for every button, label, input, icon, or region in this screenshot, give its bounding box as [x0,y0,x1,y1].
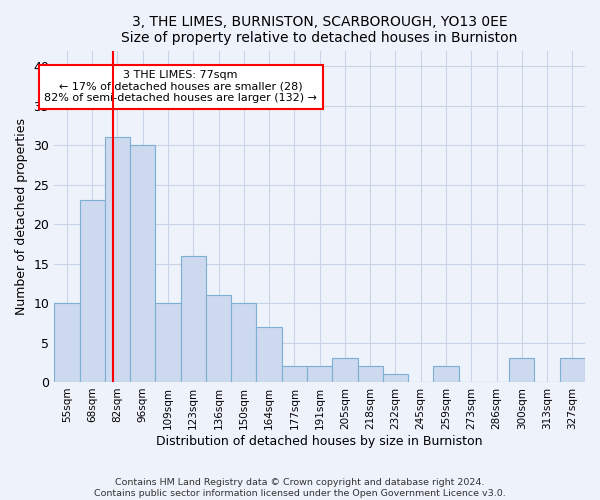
Bar [282,366,307,382]
Bar [560,358,585,382]
Bar [509,358,535,382]
Bar [433,366,458,382]
Bar [206,295,231,382]
Bar [105,138,130,382]
Bar [307,366,332,382]
Text: Contains HM Land Registry data © Crown copyright and database right 2024.
Contai: Contains HM Land Registry data © Crown c… [94,478,506,498]
Bar [155,303,181,382]
Bar [256,326,282,382]
Bar [54,303,80,382]
X-axis label: Distribution of detached houses by size in Burniston: Distribution of detached houses by size … [157,434,483,448]
Bar [181,256,206,382]
Bar [358,366,383,382]
Bar [332,358,358,382]
Bar [130,145,155,382]
Bar [80,200,105,382]
Y-axis label: Number of detached properties: Number of detached properties [15,118,28,314]
Bar [231,303,256,382]
Text: 3 THE LIMES: 77sqm
← 17% of detached houses are smaller (28)
82% of semi-detache: 3 THE LIMES: 77sqm ← 17% of detached hou… [44,70,317,104]
Title: 3, THE LIMES, BURNISTON, SCARBOROUGH, YO13 0EE
Size of property relative to deta: 3, THE LIMES, BURNISTON, SCARBOROUGH, YO… [121,15,518,45]
Bar [383,374,408,382]
